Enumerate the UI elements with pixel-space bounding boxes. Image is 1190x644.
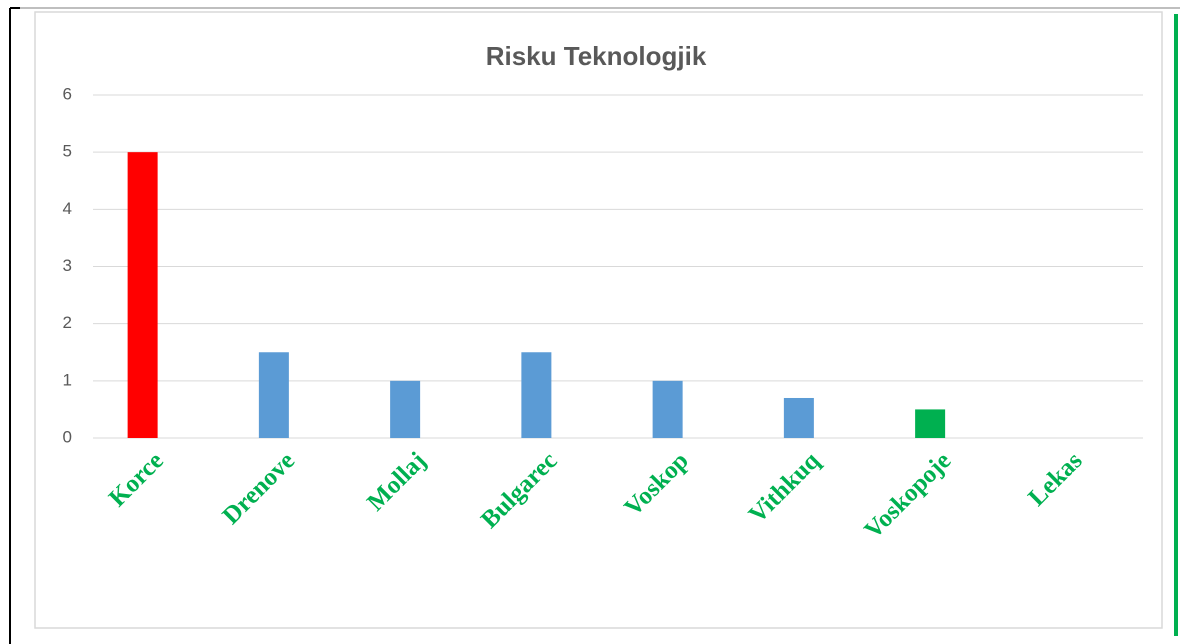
bar xyxy=(783,397,814,438)
bar xyxy=(652,380,683,438)
bar xyxy=(127,152,158,438)
x-tick-label: Bulgarec xyxy=(476,447,563,534)
x-tick-label: Lekas xyxy=(1023,447,1087,511)
bar xyxy=(390,380,421,438)
y-tick-label: 3 xyxy=(63,256,72,275)
x-tick-label: Voskop xyxy=(619,447,693,521)
x-tick-label: Vithkuq xyxy=(744,447,825,528)
x-tick-label: Voskopoje xyxy=(859,447,956,544)
y-tick-label: 6 xyxy=(63,84,72,103)
chart-frame xyxy=(34,11,1163,629)
bar xyxy=(521,352,552,438)
y-tick-label: 5 xyxy=(63,142,72,161)
x-tick-label: Mollaj xyxy=(362,447,431,516)
y-tick-label: 0 xyxy=(63,427,72,446)
y-tick-label: 4 xyxy=(63,199,72,218)
bar xyxy=(915,409,946,438)
bar xyxy=(258,352,289,438)
x-tick-label: Drenove xyxy=(218,447,301,530)
y-tick-label: 1 xyxy=(63,370,72,389)
y-tick-label: 2 xyxy=(63,313,72,332)
chart-title: Risku Teknologjik xyxy=(486,41,707,71)
x-tick-label: Korce xyxy=(104,447,169,512)
